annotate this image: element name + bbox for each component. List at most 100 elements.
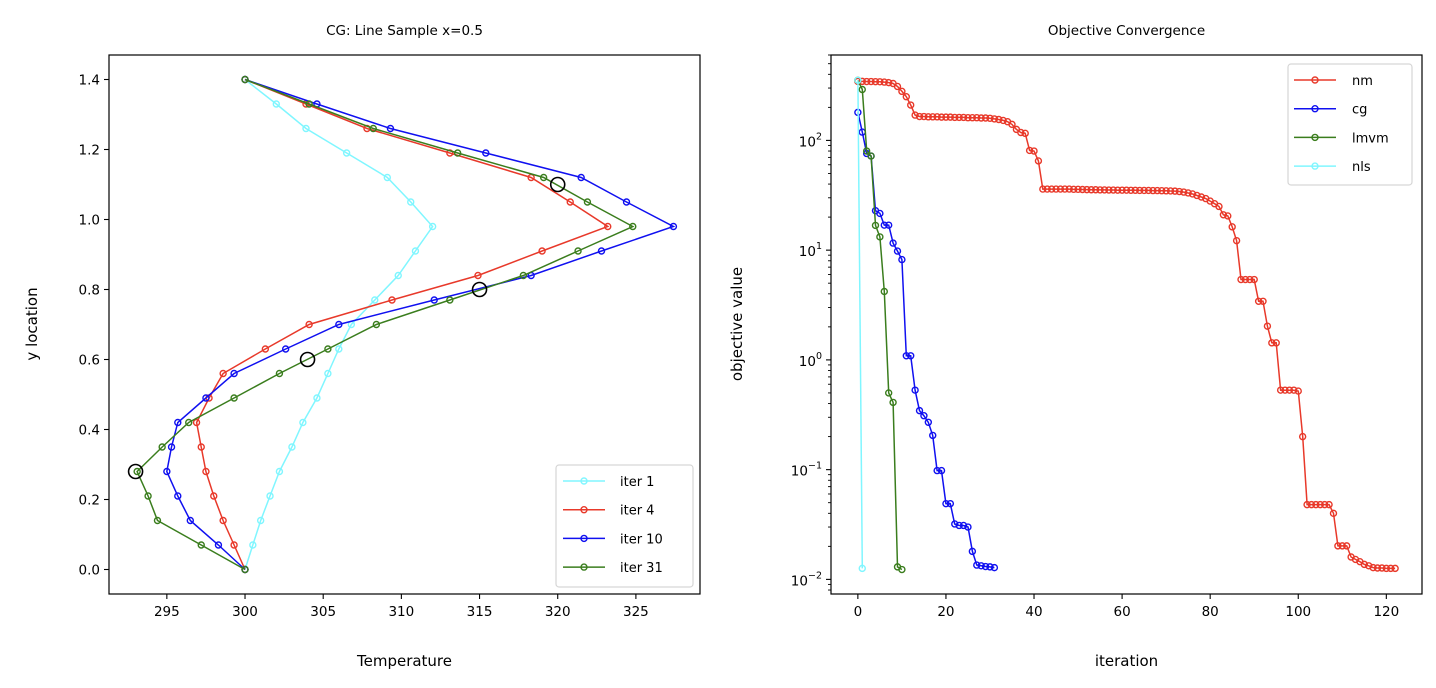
x-axis-label: iteration <box>1095 652 1158 670</box>
data-point <box>1109 186 1117 194</box>
tick-exponent: 0 <box>816 351 822 362</box>
data-point <box>911 386 919 394</box>
data-point <box>453 149 462 157</box>
data-point <box>249 541 257 549</box>
data-point <box>1131 186 1140 195</box>
data-point <box>893 82 902 91</box>
y-tick-label: 10−1 <box>791 461 822 480</box>
data-point <box>951 113 959 122</box>
data-point <box>342 149 351 157</box>
data-point <box>1118 186 1126 194</box>
x-tick-label: 305 <box>310 604 336 620</box>
y-tick-label: 1.0 <box>79 213 100 229</box>
data-point <box>1087 186 1095 194</box>
data-point <box>1149 186 1157 195</box>
data-point <box>876 233 884 241</box>
data-point <box>898 87 906 96</box>
x-tick-label: 295 <box>154 604 180 620</box>
observation-marker <box>549 176 566 193</box>
data-point <box>1136 186 1144 195</box>
data-point <box>920 412 928 420</box>
data-point <box>144 492 152 500</box>
y-tick-label: 101 <box>799 241 822 260</box>
series-line <box>244 78 434 570</box>
x-tick-label: 300 <box>232 604 258 620</box>
series-line <box>857 80 864 569</box>
data-point <box>929 113 937 121</box>
data-point <box>1127 186 1135 195</box>
data-point <box>884 221 893 229</box>
data-point <box>1246 275 1254 284</box>
data-point <box>959 113 968 122</box>
data-point <box>1030 147 1038 155</box>
data-point <box>1043 185 1051 193</box>
data-point <box>871 221 880 230</box>
line-sample-chart: CG: Line Sample x=0.5 Temperature y loca… <box>23 23 701 670</box>
data-point <box>1360 560 1369 569</box>
y-tick-label: 0.0 <box>79 563 100 579</box>
x-tick-label: 315 <box>467 604 493 620</box>
series-cg <box>854 108 999 572</box>
x-tick-label: 20 <box>937 604 954 620</box>
data-point <box>1307 500 1316 509</box>
y-tick-label: 10−2 <box>791 570 822 589</box>
data-point <box>174 492 182 500</box>
data-point <box>973 114 981 122</box>
data-point <box>902 352 911 360</box>
data-point <box>1193 191 1201 200</box>
data-point <box>583 198 592 206</box>
data-point <box>889 239 897 247</box>
data-point <box>1276 386 1285 394</box>
data-point <box>929 431 937 440</box>
data-point <box>990 563 999 572</box>
data-point <box>1369 563 1377 572</box>
data-point <box>1122 186 1131 194</box>
data-point <box>1158 187 1166 195</box>
data-point <box>1162 187 1170 195</box>
data-point <box>1316 500 1324 509</box>
data-point <box>959 521 968 530</box>
data-point <box>911 111 919 119</box>
data-point <box>1219 211 1228 219</box>
legend-label: iter 1 <box>620 475 654 490</box>
x-tick-label: 310 <box>388 604 414 620</box>
data-point <box>324 369 332 378</box>
data-point <box>893 247 902 255</box>
y-tick-label: 0.2 <box>79 493 100 509</box>
data-point <box>185 418 193 427</box>
data-point <box>1017 128 1025 137</box>
data-point <box>933 113 941 121</box>
legend-label: nm <box>1352 74 1373 89</box>
data-point <box>1215 202 1223 211</box>
data-point <box>858 85 866 94</box>
data-point <box>1074 185 1082 194</box>
data-point <box>197 443 205 451</box>
data-point <box>937 466 946 475</box>
data-point <box>538 247 546 255</box>
data-point <box>1334 542 1342 550</box>
legend-item: iter 10 <box>563 532 663 547</box>
data-point <box>192 418 201 427</box>
y-axis-label: y location <box>23 287 41 360</box>
data-point <box>261 345 270 353</box>
y-tick-label: 102 <box>799 131 822 150</box>
axes-frame <box>830 54 1423 595</box>
data-point <box>163 467 171 476</box>
y-tick-label: 1.2 <box>79 143 100 159</box>
legend: nm cg lmvm nls <box>1287 63 1413 186</box>
data-point <box>266 492 274 500</box>
data-point <box>275 467 284 476</box>
data-point <box>519 271 528 280</box>
series-iter-31 <box>133 75 637 574</box>
y-tick-label: 0.4 <box>79 423 100 439</box>
data-point <box>1140 186 1148 195</box>
data-point <box>574 247 582 255</box>
legend-label: nls <box>1352 160 1371 175</box>
data-point <box>1325 500 1333 509</box>
data-point <box>197 541 205 549</box>
legend-marker <box>1311 162 1319 170</box>
data-point <box>305 320 313 329</box>
data-point <box>902 93 911 101</box>
data-point <box>241 75 249 84</box>
data-point <box>214 541 223 549</box>
